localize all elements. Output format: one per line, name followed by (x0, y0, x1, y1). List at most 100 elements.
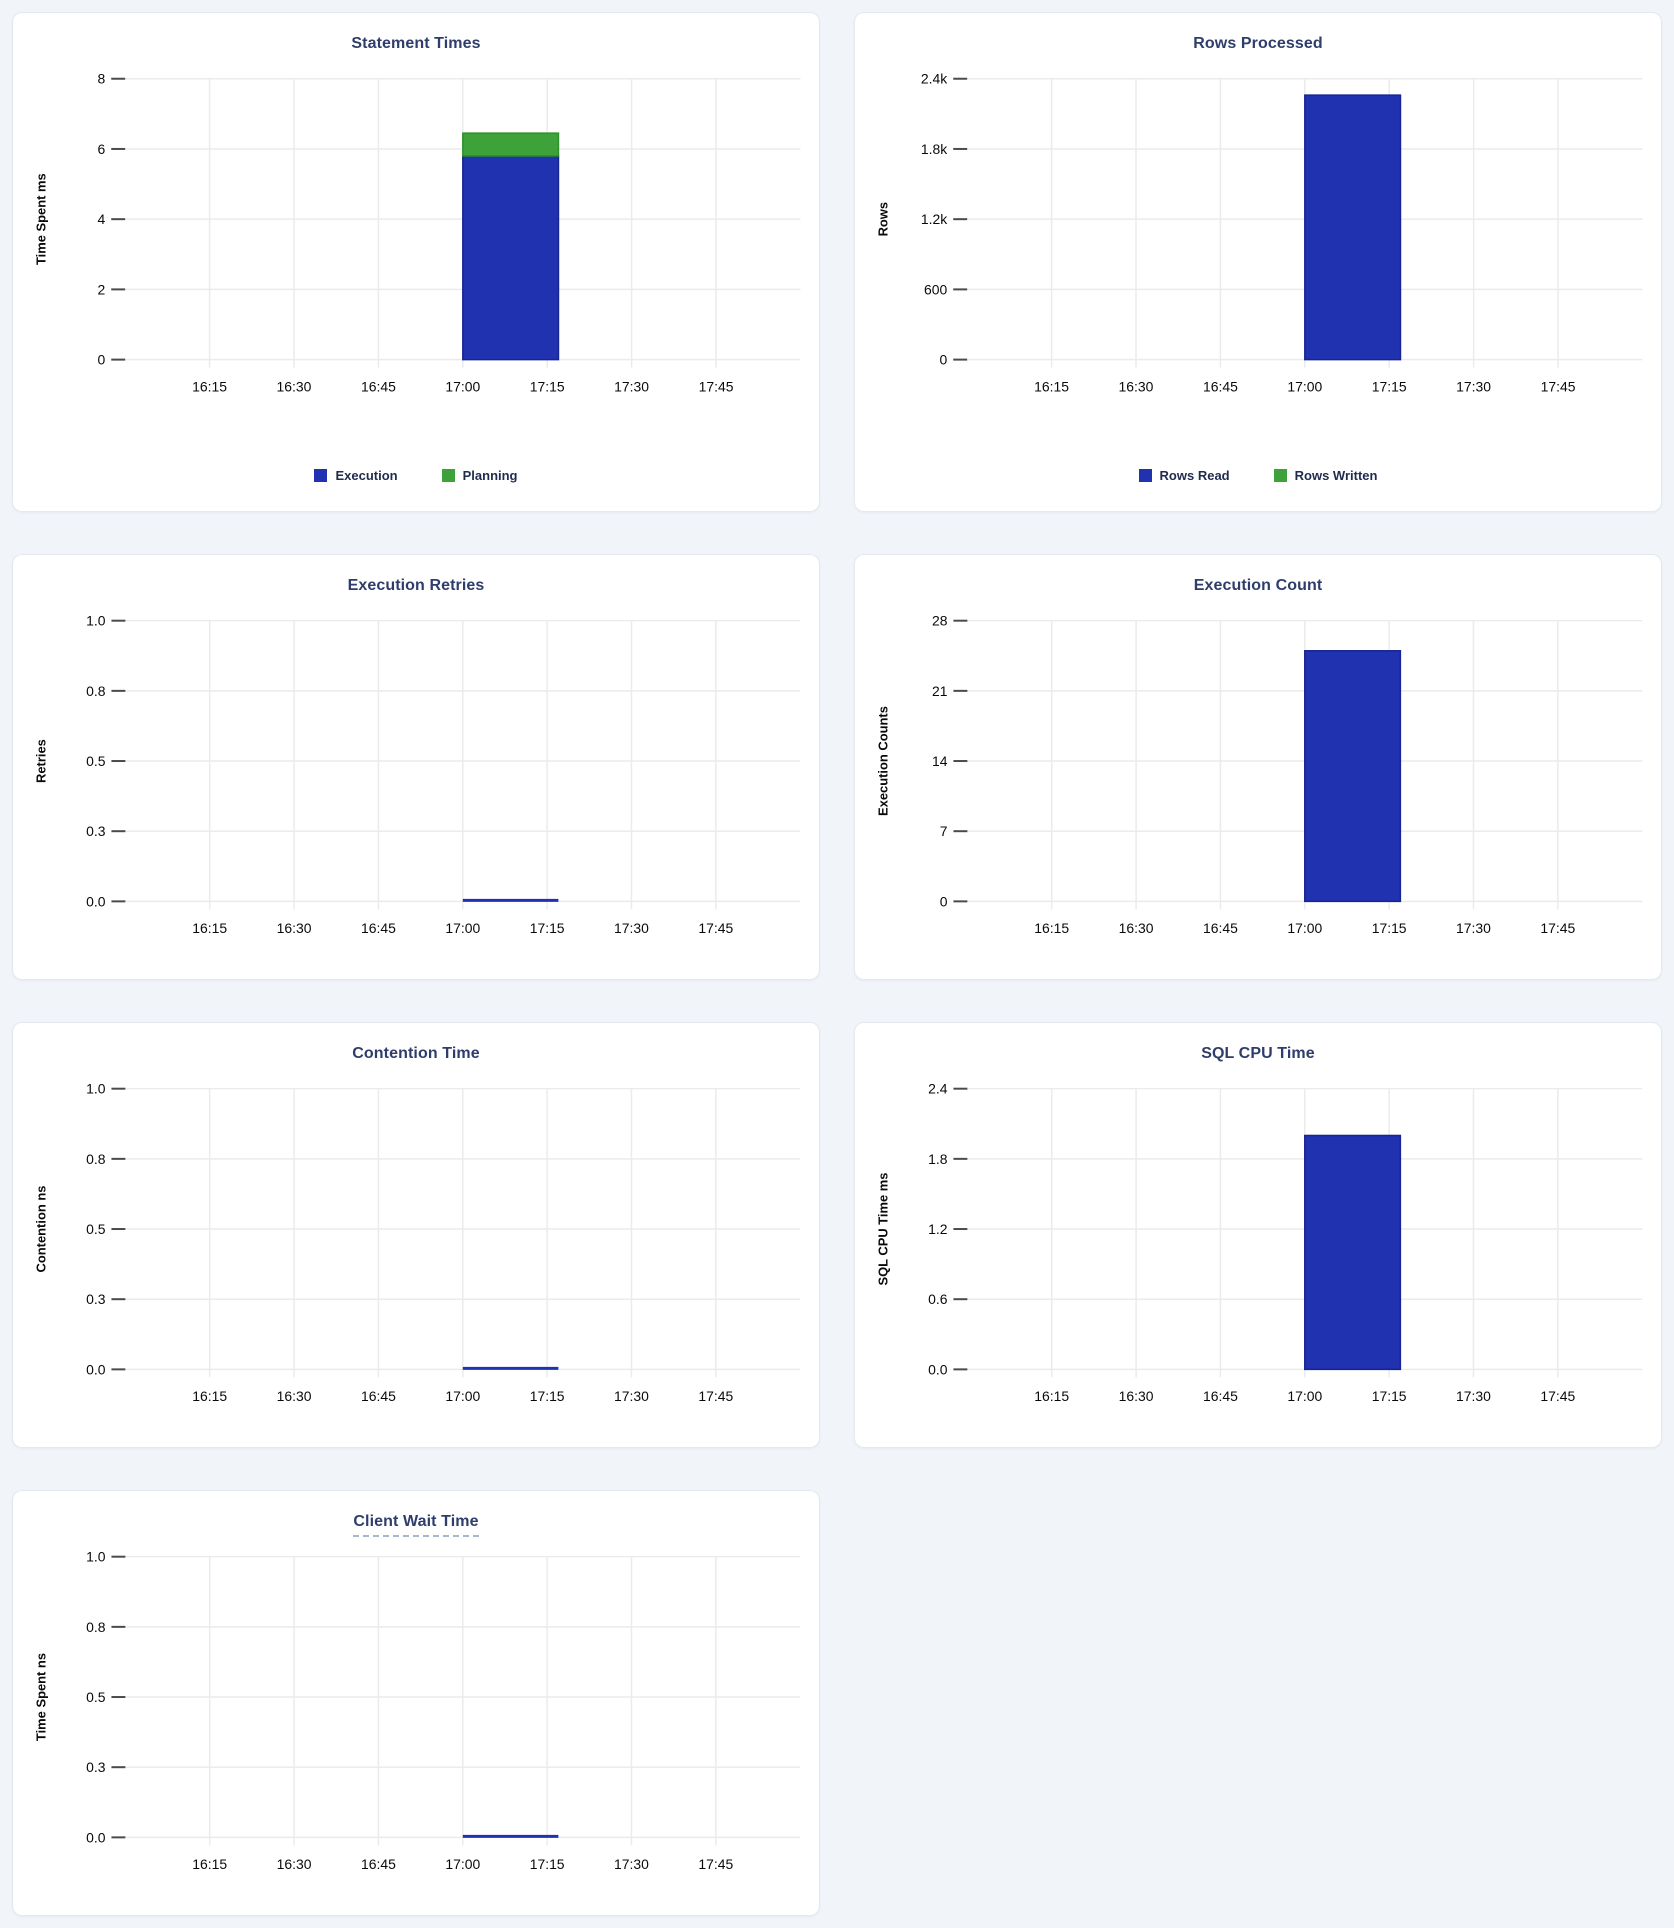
chart-title-text: Statement Times (351, 35, 481, 52)
y-tick-label: 1.0 (86, 1081, 106, 1097)
x-tick-label: 17:30 (614, 1388, 649, 1404)
y-tick-label: 0.8 (86, 683, 106, 699)
chart-title: SQL CPU Time (855, 1045, 1661, 1063)
y-tick-label: 14 (932, 753, 948, 769)
y-tick-label: 0.3 (86, 1759, 106, 1775)
chart-card-rows-processed: Rows Processed 16:15 16:30 16:45 17:00 17:15… (854, 12, 1662, 512)
legend-swatch-rows-written (1273, 469, 1287, 482)
chart-plot: 16:15 16:30 16:45 17:00 17:15 17:30 17:45 0 2 4 6 8… (33, 71, 801, 394)
chart-title-text: Execution Retries (347, 577, 485, 594)
legend-swatch-execution (314, 469, 328, 482)
chart-title: Contention Time (13, 1045, 819, 1063)
x-tick-label: 16:15 (1034, 378, 1069, 394)
x-tick-label: 16:30 (277, 1388, 312, 1404)
y-tick-label: 7 (940, 823, 948, 839)
x-tick-label: 16:15 (192, 1388, 227, 1404)
charts-grid: Statement Times 16:15 16:30 16:45 17:00 17:1… (12, 12, 1662, 1916)
x-tick-label: 17:00 (445, 1388, 480, 1404)
x-tick-label: 16:15 (192, 378, 227, 394)
x-tick-label: 17:00 (1287, 920, 1322, 936)
x-tick-label: 16:45 (1203, 920, 1238, 936)
chart-plot: 16:15 16:30 16:45 17:00 17:15 17:30 17:45 0.0 0.… (34, 613, 801, 936)
x-tick-label: 16:30 (277, 920, 312, 936)
x-tick-label: 16:45 (361, 1388, 396, 1404)
chart-title: Client Wait Time (13, 1513, 819, 1537)
x-tick-label: 17:30 (1456, 1388, 1491, 1404)
y-tick-label: 1.0 (86, 613, 106, 629)
y-tick-label: 21 (932, 683, 948, 699)
x-tick-label: 17:00 (1287, 1388, 1322, 1404)
zero-value-line-retries[interactable] (462, 898, 559, 902)
y-tick-label: 4 (97, 211, 105, 227)
y-tick-label: 2.4 (928, 1081, 948, 1097)
x-tick-label: 17:45 (698, 1856, 733, 1872)
chart-title-text: Execution Count (1193, 577, 1323, 594)
x-tick-label: 17:15 (530, 1388, 565, 1404)
x-tick-label: 17:00 (445, 920, 480, 936)
x-tick-label: 16:30 (1119, 1388, 1154, 1404)
x-tick-label: 17:15 (1372, 1388, 1407, 1404)
x-tick-label: 16:15 (192, 1856, 227, 1872)
x-tick-label: 17:45 (699, 378, 734, 394)
legend-label: Rows Written (1294, 468, 1378, 483)
chart-card-sql-cpu-time: SQL CPU Time 16:15 16:30 16:45 17:00 17:15 17… (854, 1022, 1662, 1448)
y-tick-label: 1.2 (928, 1221, 948, 1237)
x-tick-label: 17:00 (445, 378, 480, 394)
y-tick-label: 600 (924, 281, 948, 297)
legend-item-rows-read: Rows Read (1138, 468, 1230, 483)
chart-title-text[interactable]: Client Wait Time (353, 1513, 479, 1537)
chart-legend: Rows Read Rows Written (855, 468, 1661, 483)
chart-card-execution-retries: Execution Retries 16:15 16:30 16:45 17:00 17… (12, 554, 820, 980)
bar-execution[interactable] (462, 155, 560, 361)
y-axis-title: Time Spent ns (34, 1653, 49, 1741)
x-tick-label: 16:45 (1203, 1388, 1238, 1404)
y-tick-label: 2.4k (921, 71, 947, 87)
zero-value-line-client-wait-time[interactable] (462, 1834, 559, 1838)
y-tick-label: 8 (97, 71, 105, 87)
x-tick-label: 16:15 (1034, 1388, 1069, 1404)
chart-title-text: SQL CPU Time (1201, 1045, 1315, 1062)
chart-plot: 16:15 16:30 16:45 17:00 17:15 17:30 17:45 0.0 0.… (34, 1549, 801, 1872)
x-tick-label: 17:15 (1372, 920, 1407, 936)
x-tick-label: 16:45 (361, 1856, 396, 1872)
y-tick-label: 0 (940, 893, 948, 909)
x-tick-label: 16:45 (1203, 378, 1238, 394)
bar-execution-count[interactable] (1304, 650, 1402, 903)
y-axis-title: SQL CPU Time ms (876, 1173, 891, 1286)
x-tick-label: 17:45 (698, 1388, 733, 1404)
x-tick-label: 17:00 (1287, 378, 1322, 394)
y-tick-label: 1.8k (921, 141, 947, 157)
legend-label: Execution (335, 468, 398, 483)
x-tick-label: 16:15 (192, 920, 227, 936)
x-tick-label: 17:30 (614, 1856, 649, 1872)
y-tick-label: 0.3 (86, 823, 106, 839)
y-tick-label: 0.8 (86, 1151, 106, 1167)
chart-title: Execution Retries (13, 577, 819, 595)
chart-title-text: Contention Time (352, 1045, 480, 1062)
y-tick-label: 0.8 (86, 1619, 106, 1635)
chart-card-execution-count: Execution Count 16:15 16:30 16:45 17:00 17:1… (854, 554, 1662, 980)
x-tick-label: 16:45 (361, 920, 396, 936)
x-tick-label: 17:30 (1456, 920, 1491, 936)
x-tick-label: 17:45 (1540, 1388, 1575, 1404)
x-tick-label: 17:45 (1540, 920, 1575, 936)
chart-plot: 16:15 16:30 16:45 17:00 17:15 17:30 17:45 0 600 1… (875, 71, 1643, 394)
y-tick-label: 28 (932, 613, 948, 629)
y-tick-label: 0.3 (86, 1291, 106, 1307)
bar-rows-read[interactable] (1304, 94, 1402, 361)
y-axis-title: Contention ns (34, 1186, 49, 1273)
chart-card-client-wait-time: Client Wait Time 16:15 16:30 16:45 17:00 17:… (12, 1490, 820, 1916)
y-tick-label: 0 (97, 352, 105, 368)
x-tick-label: 16:15 (1034, 920, 1069, 936)
y-tick-label: 0.5 (86, 753, 106, 769)
chart-title: Rows Processed (855, 35, 1661, 53)
x-tick-label: 17:00 (445, 1856, 480, 1872)
chart-card-statement-times: Statement Times 16:15 16:30 16:45 17:00 17:1… (12, 12, 820, 512)
bar-planning[interactable] (462, 132, 560, 157)
x-tick-label: 16:30 (277, 378, 312, 394)
bar-sql-cpu-time[interactable] (1304, 1134, 1402, 1371)
zero-value-line-contention[interactable] (462, 1366, 559, 1370)
y-tick-label: 0.0 (928, 1361, 948, 1377)
legend-label: Rows Read (1159, 468, 1230, 483)
